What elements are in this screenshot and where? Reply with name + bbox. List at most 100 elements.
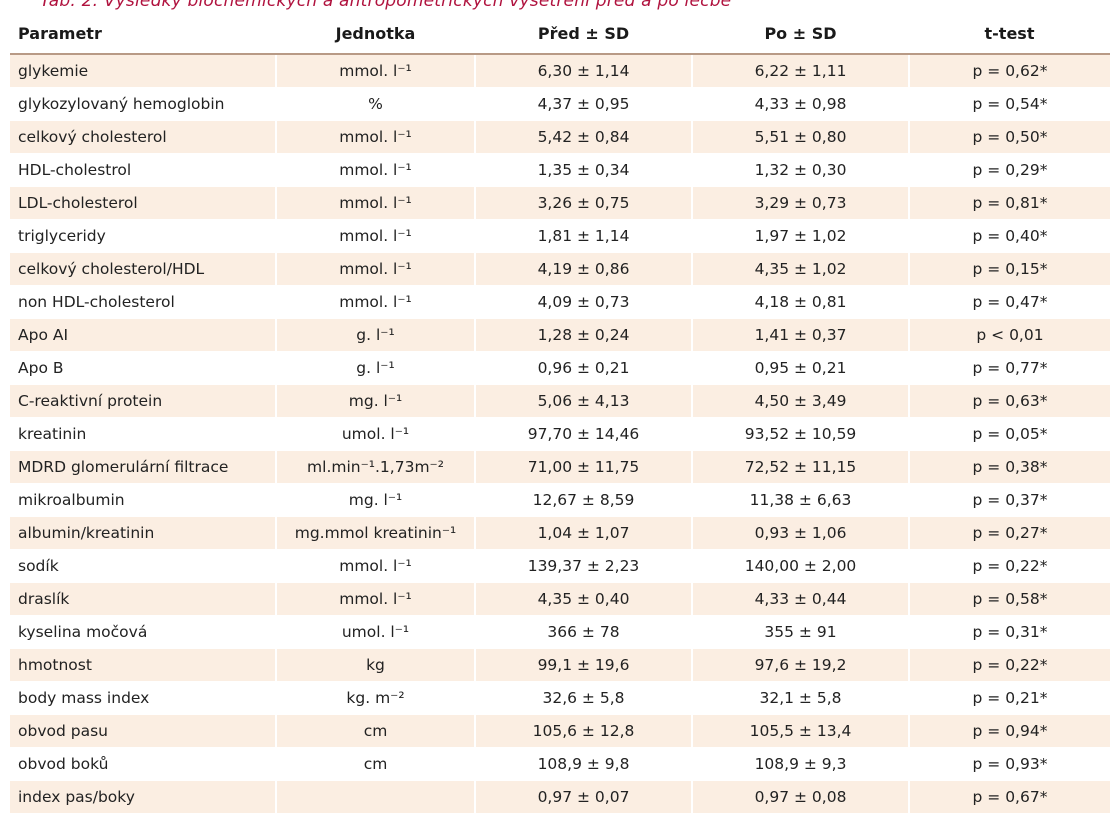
cell-pred: 5,42 ± 0,84 — [474, 120, 692, 154]
header-row: Parametr Jednotka Před ± SD Po ± SD t-te… — [10, 14, 1110, 55]
cell-pred: 3,26 ± 0,75 — [474, 186, 692, 220]
cell-po: 1,32 ± 0,30 — [691, 153, 909, 187]
cell-po: 1,97 ± 1,02 — [691, 219, 909, 253]
header-po: Po ± SD — [692, 14, 909, 55]
cell-parametr: obvod pasu — [10, 714, 276, 748]
cell-jednotka: g. l⁻¹ — [275, 351, 475, 385]
cell-po: 4,33 ± 0,44 — [691, 582, 909, 616]
cell-pred: 4,37 ± 0,95 — [474, 87, 692, 121]
cell-pred: 108,9 ± 9,8 — [474, 747, 692, 781]
table-caption: Tab. 2. Výsledky biochemických a antropo… — [40, 0, 732, 11]
cell-po: 4,35 ± 1,02 — [691, 252, 909, 286]
header-ttest: t-test — [909, 14, 1110, 55]
cell-ttest: p = 0,94* — [908, 714, 1110, 748]
cell-parametr: HDL-cholestrol — [10, 153, 276, 187]
cell-parametr: body mass index — [10, 681, 276, 715]
cell-po: 0,97 ± 0,08 — [691, 780, 909, 814]
cell-jednotka: umol. l⁻¹ — [275, 417, 475, 451]
table-row: celkový cholesterol/HDL mmol. l⁻¹ 4,19 ± 0… — [10, 252, 1110, 286]
table-row: non HDL-cholesterol mmol. l⁻¹ 4,09 ± 0,73 4… — [10, 285, 1110, 319]
cell-jednotka: mmol. l⁻¹ — [275, 219, 475, 253]
table-row: sodík mmol. l⁻¹ 139,37 ± 2,23 140,00 ± 2,00… — [10, 549, 1110, 583]
cell-pred: 71,00 ± 11,75 — [474, 450, 692, 484]
cell-jednotka: ml.min⁻¹.1,73m⁻² — [275, 450, 475, 484]
cell-ttest: p = 0,21* — [908, 681, 1110, 715]
header-jednotka: Jednotka — [276, 14, 475, 55]
cell-pred: 6,30 ± 1,14 — [474, 54, 692, 88]
cell-parametr: glykozylovaný hemoglobin — [10, 87, 276, 121]
table-row: MDRD glomerulární filtrace ml.min⁻¹.1,73m… — [10, 450, 1110, 484]
cell-jednotka: umol. l⁻¹ — [275, 615, 475, 649]
cell-po: 355 ± 91 — [691, 615, 909, 649]
cell-pred: 99,1 ± 19,6 — [474, 648, 692, 682]
cell-jednotka: mmol. l⁻¹ — [275, 549, 475, 583]
results-table: Parametr Jednotka Před ± SD Po ± SD t-te… — [10, 14, 1110, 814]
cell-parametr: glykemie — [10, 54, 276, 88]
cell-parametr: draslík — [10, 582, 276, 616]
cell-ttest: p = 0,54* — [908, 87, 1110, 121]
cell-parametr: obvod boků — [10, 747, 276, 781]
cell-ttest: p = 0,47* — [908, 285, 1110, 319]
cell-po: 72,52 ± 11,15 — [691, 450, 909, 484]
table-header: Parametr Jednotka Před ± SD Po ± SD t-te… — [10, 14, 1110, 55]
cell-pred: 4,35 ± 0,40 — [474, 582, 692, 616]
cell-jednotka: kg. m⁻² — [275, 681, 475, 715]
header-pred: Před ± SD — [475, 14, 692, 55]
cell-pred: 366 ± 78 — [474, 615, 692, 649]
cell-po: 1,41 ± 0,37 — [691, 318, 909, 352]
cell-ttest: p = 0,05* — [908, 417, 1110, 451]
cell-ttest: p = 0,58* — [908, 582, 1110, 616]
cell-pred: 97,70 ± 14,46 — [474, 417, 692, 451]
cell-po: 108,9 ± 9,3 — [691, 747, 909, 781]
cell-pred: 0,97 ± 0,07 — [474, 780, 692, 814]
table-caption-strip: Tab. 2. Výsledky biochemických a antropo… — [0, 0, 1117, 14]
cell-po: 97,6 ± 19,2 — [691, 648, 909, 682]
cell-ttest: p = 0,22* — [908, 648, 1110, 682]
cell-pred: 12,67 ± 8,59 — [474, 483, 692, 517]
cell-jednotka: mmol. l⁻¹ — [275, 186, 475, 220]
table-row: draslík mmol. l⁻¹ 4,35 ± 0,40 4,33 ± 0,44 p … — [10, 582, 1110, 616]
cell-jednotka: mmol. l⁻¹ — [275, 120, 475, 154]
cell-ttest: p = 0,37* — [908, 483, 1110, 517]
cell-pred: 5,06 ± 4,13 — [474, 384, 692, 418]
cell-pred: 4,09 ± 0,73 — [474, 285, 692, 319]
cell-ttest: p < 0,01 — [908, 318, 1110, 352]
table-row: glykemie mmol. l⁻¹ 6,30 ± 1,14 6,22 ± 1,11 p… — [10, 54, 1110, 88]
cell-jednotka: mg. l⁻¹ — [275, 483, 475, 517]
table-row: obvod boků cm 108,9 ± 9,8 108,9 ± 9,3 p = 0,… — [10, 747, 1110, 781]
cell-ttest: p = 0,29* — [908, 153, 1110, 187]
cell-po: 6,22 ± 1,11 — [691, 54, 909, 88]
header-parametr: Parametr — [10, 14, 276, 55]
cell-pred: 1,35 ± 0,34 — [474, 153, 692, 187]
cell-ttest: p = 0,40* — [908, 219, 1110, 253]
table-row: mikroalbumin mg. l⁻¹ 12,67 ± 8,59 11,38 ± 6… — [10, 483, 1110, 517]
cell-parametr: mikroalbumin — [10, 483, 276, 517]
cell-pred: 105,6 ± 12,8 — [474, 714, 692, 748]
cell-parametr: kyselina močová — [10, 615, 276, 649]
table-row: Apo AI g. l⁻¹ 1,28 ± 0,24 1,41 ± 0,37 p < 0,… — [10, 318, 1110, 352]
table-row: HDL-cholestrol mmol. l⁻¹ 1,35 ± 0,34 1,32 ±… — [10, 153, 1110, 187]
cell-po: 32,1 ± 5,8 — [691, 681, 909, 715]
cell-jednotka: mmol. l⁻¹ — [275, 582, 475, 616]
cell-jednotka — [275, 780, 475, 814]
cell-ttest: p = 0,63* — [908, 384, 1110, 418]
cell-ttest: p = 0,77* — [908, 351, 1110, 385]
cell-parametr: triglyceridy — [10, 219, 276, 253]
cell-pred: 1,28 ± 0,24 — [474, 318, 692, 352]
cell-jednotka: mmol. l⁻¹ — [275, 54, 475, 88]
cell-pred: 139,37 ± 2,23 — [474, 549, 692, 583]
cell-jednotka: mmol. l⁻¹ — [275, 252, 475, 286]
table-row: hmotnost kg 99,1 ± 19,6 97,6 ± 19,2 p = 0,22… — [10, 648, 1110, 682]
cell-parametr: albumin/kreatinin — [10, 516, 276, 550]
cell-po: 5,51 ± 0,80 — [691, 120, 909, 154]
cell-parametr: celkový cholesterol — [10, 120, 276, 154]
cell-parametr: non HDL-cholesterol — [10, 285, 276, 319]
cell-parametr: Apo B — [10, 351, 276, 385]
cell-po: 0,95 ± 0,21 — [691, 351, 909, 385]
cell-ttest: p = 0,38* — [908, 450, 1110, 484]
cell-po: 105,5 ± 13,4 — [691, 714, 909, 748]
table-row: LDL-cholesterol mmol. l⁻¹ 3,26 ± 0,75 3,29 … — [10, 186, 1110, 220]
cell-parametr: Apo AI — [10, 318, 276, 352]
table-row: albumin/kreatinin mg.mmol kreatinin⁻¹ 1,04… — [10, 516, 1110, 550]
cell-parametr: kreatinin — [10, 417, 276, 451]
